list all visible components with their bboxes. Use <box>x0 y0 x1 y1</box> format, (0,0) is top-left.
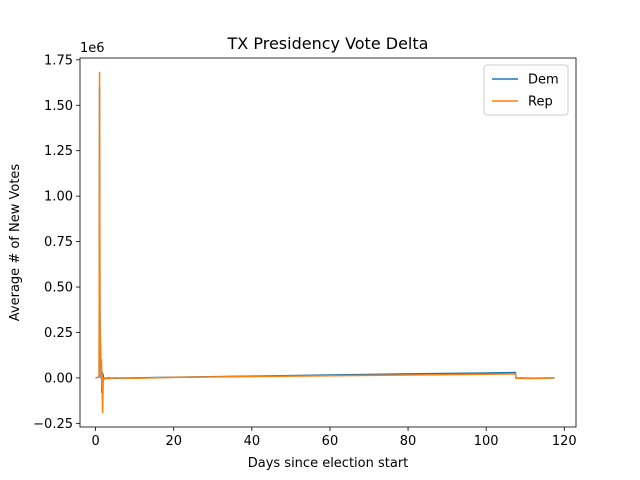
legend: Dem Rep <box>483 64 569 116</box>
y-tick-label: 1.25 <box>44 144 73 159</box>
legend-label-rep: Rep <box>528 95 553 110</box>
x-tick-label: 100 <box>474 434 499 449</box>
y-tick-label: 0.25 <box>44 326 73 341</box>
legend-box <box>483 64 569 116</box>
y-tick-label: 1.75 <box>44 53 73 68</box>
y-axis-offset-label: 1e6 <box>80 41 105 56</box>
y-tick-label: 0.50 <box>44 281 73 296</box>
axes-frame <box>79 57 577 428</box>
y-tick-label: 1.50 <box>44 99 73 114</box>
chart-title: TX Presidency Vote Delta <box>227 34 429 53</box>
y-tick-label: 0.00 <box>44 371 73 386</box>
x-tick-label: 60 <box>322 434 339 449</box>
series-line-rep <box>95 71 555 414</box>
y-tick-label: 1.00 <box>44 190 73 205</box>
x-tick-label: 0 <box>91 434 99 449</box>
x-tick-label: 40 <box>244 434 261 449</box>
y-axis-label: Average # of New Votes <box>8 164 23 322</box>
x-axis-label: Days since election start <box>248 456 409 471</box>
x-tick-label: 120 <box>552 434 577 449</box>
axes: 0 20 40 60 80 100 120 −0.25 0.00 0.25 0.50 0.75 1.00… <box>33 53 577 449</box>
series-lines <box>95 71 555 414</box>
x-tick-label: 20 <box>165 434 182 449</box>
y-tick-label: 0.75 <box>44 235 73 250</box>
x-tick-label: 80 <box>400 434 417 449</box>
y-tick-label: −0.25 <box>33 417 73 432</box>
legend-label-dem: Dem <box>528 73 559 88</box>
